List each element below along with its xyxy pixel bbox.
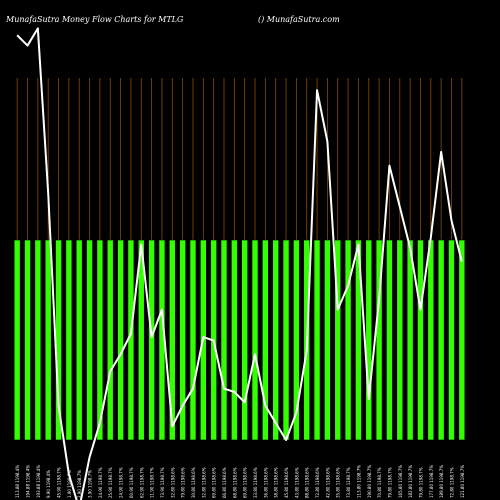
bar [458, 239, 466, 441]
bar-series [13, 239, 466, 441]
bar [448, 239, 455, 441]
x-tick-label: 24.90 1198.7% [119, 467, 124, 498]
x-tick-label: 72.80 1198.6% [315, 467, 320, 498]
x-tick-label: 24.90 1198.7% [98, 467, 103, 498]
x-tick-label: 70.80 1198.7% [377, 467, 382, 498]
x-tick-label: 36.80 1198.6% [263, 467, 268, 498]
bar [75, 239, 83, 441]
bar [148, 239, 155, 441]
money-flow-line [16, 27, 463, 500]
bar [117, 239, 124, 441]
x-tick-label: 30.80 1198.6% [191, 467, 196, 498]
bar [86, 239, 93, 441]
x-tick-label: 45.90 1198.7% [57, 467, 62, 498]
x-tick-label: 193.88 1198.4% [36, 465, 41, 498]
x-tick-label: 194.88 1198.4% [26, 465, 31, 498]
x-tick-label: 113.80 1198.7% [356, 465, 361, 498]
bar [251, 239, 259, 441]
x-tick-label: 79.80 1198.6% [181, 467, 186, 498]
bar [293, 239, 300, 441]
bar [231, 239, 238, 441]
x-tick-label: 68.80 1198.6% [232, 467, 237, 498]
x-tick-label: 32.80 1198.6% [170, 467, 175, 498]
bar [220, 239, 228, 441]
x-tick-label: 79.80 1198.7% [418, 467, 423, 498]
bar [24, 239, 31, 441]
bar [417, 239, 424, 441]
bar [168, 239, 176, 441]
x-tick-label: 25.90 1198.7% [108, 467, 113, 498]
x-tick-label: 88.80 1198.6% [305, 467, 310, 498]
bar [13, 239, 21, 441]
x-tick-label: 182.80 1198.7% [408, 465, 413, 498]
bar [386, 239, 393, 441]
bar [324, 239, 331, 441]
x-tick-label: 165.80 1198.7% [398, 465, 403, 498]
x-tick-label: 45.80 1198.6% [284, 467, 289, 498]
line-series [16, 27, 463, 500]
x-tick-label: 79.80 1198.7% [387, 467, 392, 498]
bar [375, 239, 383, 441]
x-tick-label: 190.80 1198.7% [367, 465, 372, 498]
x-tick-label: 11.90 1198.7% [150, 467, 155, 498]
x-tick-label: 43.80 1198.6% [294, 467, 299, 498]
x-tick-label: 72.80 1198.7% [449, 467, 454, 498]
x-tick-label: 189.80 1198.7% [439, 465, 444, 498]
bar [334, 239, 342, 441]
x-tick-label: 69.80 1198.6% [212, 467, 217, 498]
x-tick-label: 9.90 1198.4% [46, 470, 51, 498]
bar [44, 239, 52, 441]
x-tick-label: 69.80 1198.6% [243, 467, 248, 498]
bar [282, 239, 290, 441]
bar [179, 239, 186, 441]
x-tick-label: 42.80 1198.6% [325, 467, 330, 498]
x-tick-label: 2.90 1198.7% [77, 470, 82, 498]
bar [427, 239, 435, 441]
x-tick-label: 66.80 1198.6% [222, 467, 227, 498]
watermark-text: () MunafaSutra.com [258, 15, 340, 24]
bar [137, 239, 145, 441]
x-tick-label: 60.90 1198.7% [129, 467, 134, 498]
bar [365, 239, 373, 441]
x-tick-label: 62.90 1198.7% [139, 467, 144, 498]
bar [34, 239, 42, 441]
x-tick-label: 33.80 1198.6% [253, 467, 258, 498]
x-tick-label: 38.80 1198.6% [274, 467, 279, 498]
x-tick-label: 73.90 1198.7% [160, 467, 165, 498]
x-tick-label: 35.80 1198.6% [336, 467, 341, 498]
bar [272, 239, 279, 441]
bar [241, 239, 248, 441]
bar [65, 239, 73, 441]
x-tick-label: 113.88 1198.4% [15, 465, 20, 498]
bar [437, 239, 445, 441]
bar [396, 239, 404, 441]
x-tick-label: 177.80 1198.7% [429, 465, 434, 498]
bar [189, 239, 197, 441]
bar [262, 239, 269, 441]
x-tick-label: 73.80 1198.7% [346, 467, 351, 498]
bar [344, 239, 352, 441]
bar [406, 239, 414, 441]
bar [106, 239, 114, 441]
x-tick-label: 1.90 1198.7% [67, 470, 72, 498]
x-tick-label: 3.90 1198.7% [88, 470, 93, 498]
x-tick-label: 121.80 1198.7% [460, 465, 465, 498]
chart-title: MunafaSutra Money Flow Charts for MTLG [5, 15, 184, 24]
bar [313, 239, 321, 441]
bar [96, 239, 104, 441]
x-tick-label: 32.80 1198.6% [201, 467, 206, 498]
bar [355, 239, 362, 441]
x-tick-labels: 113.88 1198.4% 194.88 1198.4% 193.88 1198.… [15, 465, 465, 498]
